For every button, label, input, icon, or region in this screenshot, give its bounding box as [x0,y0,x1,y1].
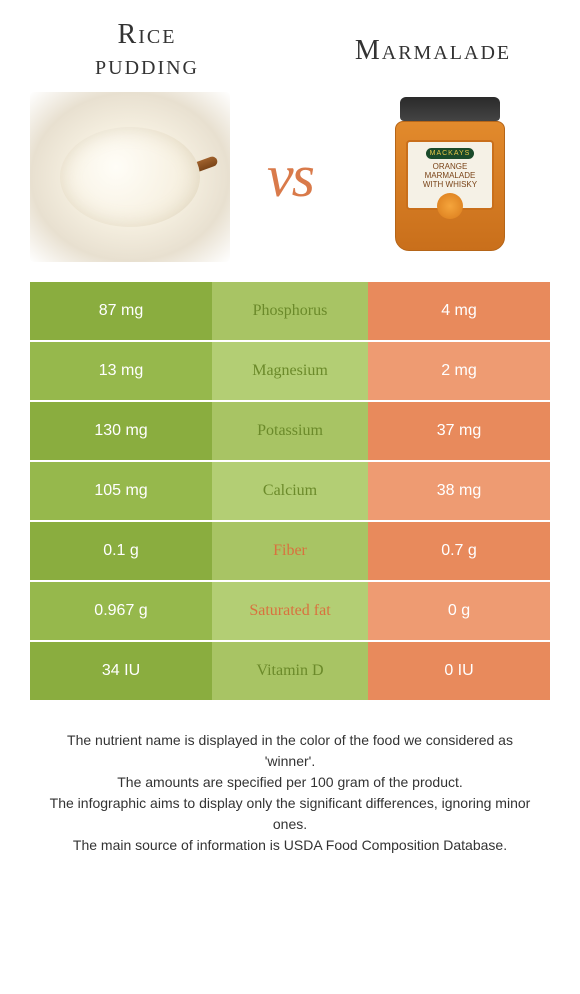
value-right: 4 mg [368,282,550,340]
value-left: 130 mg [30,402,212,460]
jar-label-2: MARMALADE [425,171,476,180]
footer-line-4: The main source of information is USDA F… [40,835,540,856]
jar-label-3: WITH WHISKY [423,180,477,189]
title-row: Rice pudding Marmalade [30,20,550,82]
marmalade-image: MACKAYS ORANGE MARMALADE WITH WHISKY [350,92,550,262]
nutrient-label: Fiber [212,522,368,580]
table-row: 0.1 gFiber0.7 g [30,522,550,580]
value-left: 34 IU [30,642,212,700]
vs-text: vs [267,142,313,211]
footer-line-3: The infographic aims to display only the… [40,793,540,835]
nutrient-table: 87 mgPhosphorus4 mg13 mgMagnesium2 mg130… [30,282,550,700]
nutrient-label: Vitamin D [212,642,368,700]
nutrient-label: Calcium [212,462,368,520]
table-row: 105 mgCalcium38 mg [30,462,550,520]
table-row: 34 IUVitamin D0 IU [30,642,550,700]
footer-line-2: The amounts are specified per 100 gram o… [40,772,540,793]
value-left: 13 mg [30,342,212,400]
title-right: Marmalade [316,35,550,67]
title-left: Rice pudding [30,20,264,82]
nutrient-label: Magnesium [212,342,368,400]
value-right: 38 mg [368,462,550,520]
jar-label-1: ORANGE [433,162,468,171]
table-row: 87 mgPhosphorus4 mg [30,282,550,340]
value-right: 0 IU [368,642,550,700]
table-row: 13 mgMagnesium2 mg [30,342,550,400]
table-row: 130 mgPotassium37 mg [30,402,550,460]
value-left: 87 mg [30,282,212,340]
title-left-line1: Rice [118,19,177,50]
nutrient-label: Phosphorus [212,282,368,340]
table-row: 0.967 gSaturated fat0 g [30,582,550,640]
rice-pudding-image [30,92,230,262]
value-right: 0.7 g [368,522,550,580]
title-left-line2: pudding [95,50,199,81]
footer-notes: The nutrient name is displayed in the co… [30,730,550,856]
value-left: 0.1 g [30,522,212,580]
value-right: 0 g [368,582,550,640]
value-left: 0.967 g [30,582,212,640]
value-right: 37 mg [368,402,550,460]
jar-brand: MACKAYS [426,148,475,159]
value-left: 105 mg [30,462,212,520]
value-right: 2 mg [368,342,550,400]
footer-line-1: The nutrient name is displayed in the co… [40,730,540,772]
nutrient-label: Potassium [212,402,368,460]
images-row: vs MACKAYS ORANGE MARMALADE WITH WHISKY [30,92,550,262]
nutrient-label: Saturated fat [212,582,368,640]
